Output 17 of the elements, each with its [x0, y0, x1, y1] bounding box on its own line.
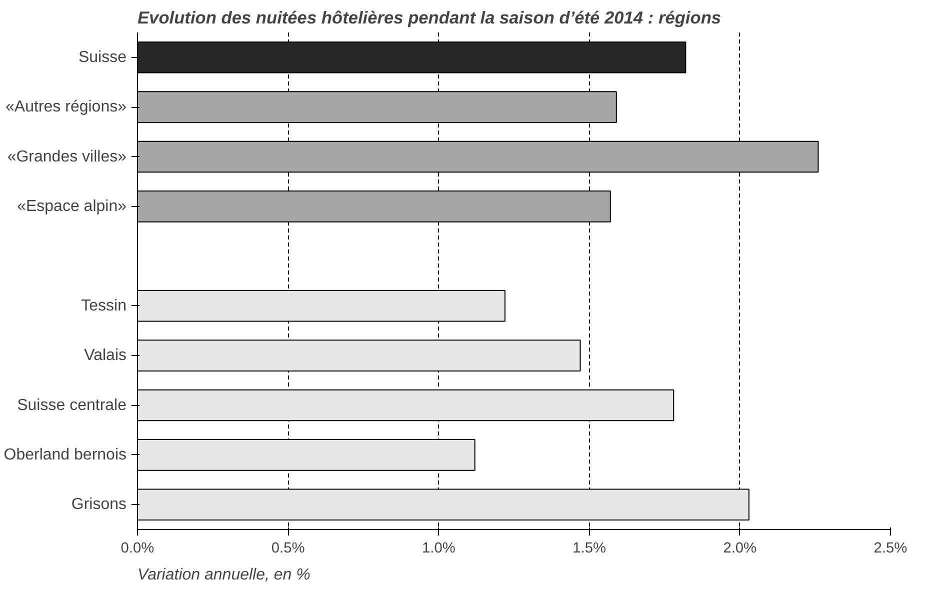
y-tick-label: «Espace alpin»: [17, 198, 127, 215]
y-tick-label: Valais: [84, 347, 126, 364]
y-tick-label: «Grandes villes»: [7, 148, 127, 166]
x-tick-label: 2.0%: [723, 540, 757, 556]
x-tick-label: 1.5%: [572, 540, 606, 556]
chart-title: Evolution des nuitées hôtelières pendant la saison d’été 2014 : régions: [138, 8, 722, 28]
x-tick-label: 0.5%: [271, 540, 305, 556]
y-tick-label: Suisse centrale: [17, 396, 127, 414]
x-tick-label: 0.0%: [120, 540, 154, 556]
y-tick-label: «Autres régions»: [6, 98, 127, 116]
x-tick-label: 1.0%: [422, 540, 456, 556]
y-tick-label: Tessin: [81, 297, 127, 314]
text: Variation annuelle, en %: [138, 566, 310, 584]
y-tick-label: Suisse: [78, 48, 127, 66]
y-tick-label: Oberland bernois: [4, 446, 127, 464]
y-tick-label: Grisons: [71, 496, 126, 514]
x-tick-label: 2.5%: [874, 540, 908, 556]
